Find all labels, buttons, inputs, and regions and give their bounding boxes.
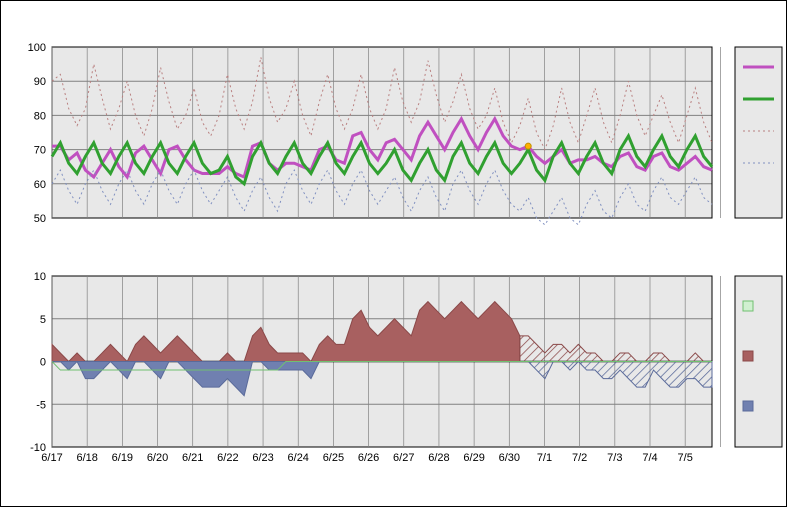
xtick: 6/21 (182, 452, 203, 464)
xtick: 6/24 (288, 452, 309, 464)
current-marker (525, 143, 531, 149)
legend-swatch (743, 401, 753, 411)
xtick: 6/26 (358, 452, 379, 464)
xtick: 6/18 (76, 452, 97, 464)
bottom-ytick: 5 (40, 314, 46, 326)
top-ytick: 90 (34, 76, 46, 88)
top-ytick: 50 (34, 213, 46, 225)
xtick: 6/29 (463, 452, 484, 464)
xtick: 7/2 (572, 452, 587, 464)
xtick: 6/27 (393, 452, 414, 464)
top-chart-bg (52, 47, 712, 218)
xtick: 6/17 (41, 452, 62, 464)
xtick: 7/5 (678, 452, 693, 464)
xtick: 6/28 (428, 452, 449, 464)
bottom-ytick: 0 (40, 357, 46, 369)
top-ytick: 80 (34, 110, 46, 122)
xtick: 7/1 (537, 452, 552, 464)
top-ytick: 100 (28, 42, 46, 54)
bottom-ytick: -5 (36, 399, 46, 411)
legend-swatch (743, 301, 753, 311)
xtick: 6/30 (499, 452, 520, 464)
xtick: 6/22 (217, 452, 238, 464)
legend-top (735, 47, 782, 218)
xtick: 7/4 (642, 452, 657, 464)
chart-container: 5060708090100-10-505106/176/186/196/206/… (0, 0, 787, 507)
top-ytick: 60 (34, 179, 46, 191)
xtick: 6/19 (112, 452, 133, 464)
bottom-ytick: 10 (34, 271, 46, 283)
top-ytick: 70 (34, 145, 46, 157)
xtick: 7/3 (607, 452, 622, 464)
xtick: 6/20 (147, 452, 168, 464)
legend-bottom (735, 276, 782, 447)
xtick: 6/23 (252, 452, 273, 464)
chart-svg: 5060708090100-10-505106/176/186/196/206/… (1, 1, 787, 508)
legend-swatch (743, 351, 753, 361)
xtick: 6/25 (323, 452, 344, 464)
